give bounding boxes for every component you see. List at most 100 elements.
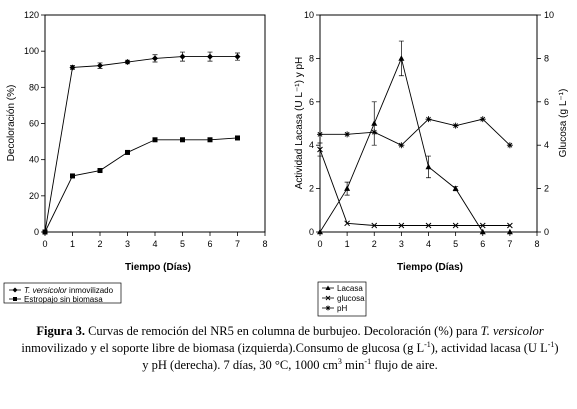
x-tick-label: 0 <box>317 239 322 249</box>
data-point <box>344 220 350 227</box>
data-point <box>506 228 513 235</box>
data-point <box>425 116 432 123</box>
y-tick-label: 120 <box>24 10 39 20</box>
y-tick-label: 8 <box>309 53 314 63</box>
right-y-tick-label: 0 <box>544 227 549 237</box>
caption-species: T. versicolor <box>480 324 544 338</box>
legend-label-glucosa: glucosa <box>337 294 365 303</box>
caption-text-9: min <box>341 358 365 372</box>
x-tick-label: 1 <box>345 239 350 249</box>
right-y-tick-label: 4 <box>544 140 549 150</box>
figure-caption: Figura 3. Curvas de remoción del NR5 en … <box>20 323 560 374</box>
caption-text-1: Curvas de remoción del NR5 en columna de… <box>84 324 481 338</box>
data-point <box>125 149 130 155</box>
left-marks <box>42 51 241 235</box>
y-tick-label: 100 <box>24 46 39 56</box>
legend-label-tversicolor-italic: T. versicolor <box>24 286 67 295</box>
data-point <box>124 59 131 66</box>
y-tick-label: 6 <box>309 97 314 107</box>
series-line-0 <box>319 56 510 233</box>
data-point <box>69 64 76 71</box>
y-tick-label: 4 <box>309 140 314 150</box>
data-point <box>398 55 405 61</box>
caption-sup-1: -1 <box>424 339 431 349</box>
data-point <box>507 222 513 229</box>
data-point <box>425 163 432 170</box>
x-tick-label: 8 <box>262 239 267 249</box>
left-x-axis-title: Tiempo (Días) <box>125 262 191 273</box>
x-tick-label: 7 <box>507 239 512 249</box>
right-y-tick-label: 8 <box>544 53 549 63</box>
y-tick-label: 10 <box>304 10 314 20</box>
data-point <box>70 173 75 179</box>
legend-marker-ph <box>325 305 331 311</box>
legend-label-lacasa: Lacasa <box>337 284 363 293</box>
data-point <box>479 116 486 123</box>
data-point <box>97 168 103 174</box>
caption-text-11: flujo de aire. <box>371 358 438 372</box>
caption-sup-2: -1 <box>547 339 555 349</box>
x-tick-label: 3 <box>399 239 404 249</box>
legend-label-estropajo: Estropajo sin biomasa <box>24 295 103 304</box>
x-tick-label: 2 <box>97 239 102 249</box>
data-point <box>479 222 486 229</box>
data-point <box>398 142 405 149</box>
data-point <box>97 62 103 69</box>
left-y-axis-title: Decoloración (%) <box>6 85 17 162</box>
y-tick-label: 20 <box>29 191 39 201</box>
y-tick-label: 40 <box>29 155 39 165</box>
caption-text-5: ), actividad lacasa (U L <box>430 341 548 355</box>
x-tick-label: 3 <box>125 239 130 249</box>
right-y-tick-label: 10 <box>544 10 554 20</box>
data-point <box>317 131 323 138</box>
data-point <box>371 222 378 229</box>
data-point <box>234 53 241 60</box>
right-right-axis-title: Glucosa (g L⁻¹) <box>558 89 569 158</box>
data-point <box>317 228 323 235</box>
data-point <box>344 131 351 138</box>
x-tick-label: 5 <box>180 239 185 249</box>
data-point <box>180 137 185 143</box>
series-line-1 <box>319 149 510 226</box>
x-tick-label: 5 <box>453 239 458 249</box>
right-legend: Lacasa glucosa pH <box>317 281 367 317</box>
left-legend: T. versicolor inmovilizado Estropajo sin… <box>3 282 122 304</box>
legend-marker-lacasa <box>325 285 331 290</box>
data-point <box>179 53 186 60</box>
series-line-0 <box>44 56 238 233</box>
x-tick-label: 4 <box>152 239 157 249</box>
series-line-1 <box>44 137 238 233</box>
data-point <box>152 55 158 62</box>
x-tick-label: 6 <box>480 239 485 249</box>
caption-label: Figura 3. <box>36 324 85 338</box>
right-x-axis-title: Tiempo (Días) <box>397 262 463 273</box>
y-tick-label: 60 <box>29 119 39 129</box>
data-point <box>344 185 351 191</box>
data-point <box>371 129 378 136</box>
data-point <box>207 53 213 60</box>
data-point <box>317 146 323 153</box>
x-tick-label: 2 <box>372 239 377 249</box>
right-left-axis-title: Actividad Lacasa (U L⁻¹) y pH <box>294 57 305 190</box>
y-tick-label: 0 <box>34 227 39 237</box>
series-line-2 <box>320 118 511 146</box>
x-tick-label: 8 <box>534 239 539 249</box>
caption-text-7: ) y pH (derecha). 7 días, 30 °C, 1000 cm <box>142 341 559 372</box>
x-tick-label: 4 <box>426 239 431 249</box>
legend-marker-estropajo <box>13 297 17 301</box>
legend-marker-tversicolor <box>12 287 18 293</box>
caption-text-3: inmovilizado y el soporte libre de bioma… <box>21 341 425 355</box>
x-tick-label: 6 <box>207 239 212 249</box>
data-point <box>235 135 240 141</box>
legend-label-ph: pH <box>337 304 347 313</box>
x-tick-label: 0 <box>42 239 47 249</box>
caption-sup-4: -1 <box>364 356 372 366</box>
data-point <box>425 222 432 229</box>
left-plot-frame <box>44 14 266 233</box>
legend-marker-glucosa <box>325 295 331 301</box>
